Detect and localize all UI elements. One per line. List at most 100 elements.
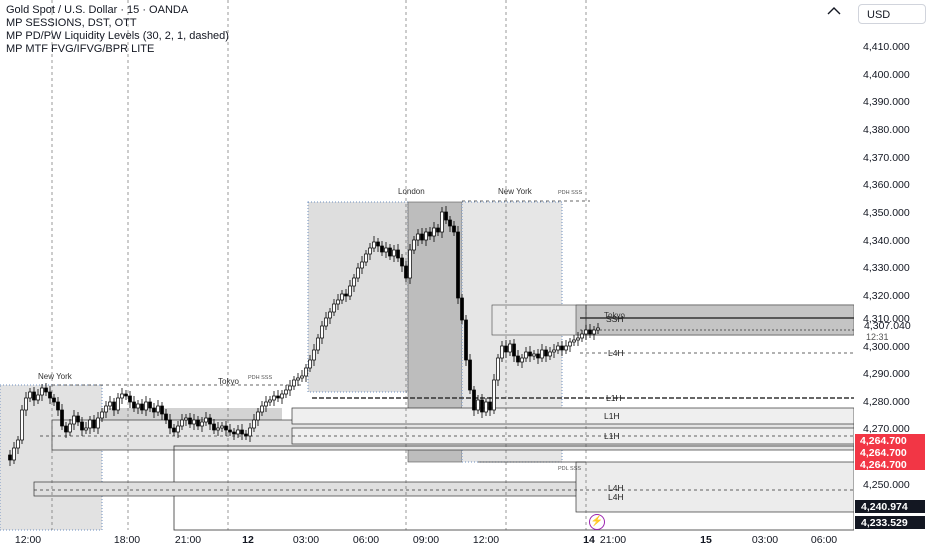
indicator-liquidity-levels[interactable]: MP PD/PW Liquidity Levels (30, 2, 1, das… [6, 30, 229, 42]
candle-body [452, 225, 456, 233]
candle-body [432, 227, 436, 237]
candle-body [372, 241, 376, 249]
candle-body [48, 391, 52, 399]
price-axis[interactable]: 4,410.000 4,400.000 4,390.000 4,380.000 4,37… [854, 0, 932, 550]
time-tick: 21:00 [175, 534, 201, 546]
candle-body [584, 329, 588, 335]
candle-body [24, 397, 28, 411]
price-tick: 4,400.000 [863, 69, 910, 81]
candle-body [188, 417, 192, 425]
candle-body [76, 415, 80, 423]
candle-body [508, 343, 512, 353]
candle-body [196, 419, 200, 427]
price-tick: 4,340.000 [863, 235, 910, 247]
price-tick: 4,250.000 [863, 479, 910, 491]
candle-body [232, 431, 236, 435]
candle-body [224, 425, 228, 431]
time-tick: 09:00 [413, 534, 439, 546]
candle-body [436, 227, 440, 233]
candle-body [260, 405, 264, 413]
candle-body [52, 397, 56, 403]
chevron-up-icon[interactable] [826, 6, 842, 16]
candle-body [328, 311, 332, 319]
fvg-label-l4h-b1: L4H [608, 483, 624, 493]
candle-body [420, 233, 424, 241]
time-tick: 06:00 [811, 534, 837, 546]
fvg-box-2 [291, 407, 855, 425]
candle-body [388, 247, 392, 257]
candle-body [444, 211, 448, 221]
candle-body [592, 329, 596, 335]
candle-body [580, 333, 584, 339]
candle-body [180, 419, 184, 427]
candle-body [364, 253, 368, 263]
indicator-fvg[interactable]: MP MTF FVG/IFVG/BPR LITE [6, 43, 155, 55]
time-tick: 21:00 [600, 534, 626, 546]
candle-body [344, 293, 348, 297]
candle-body [312, 349, 316, 361]
candle-body [116, 397, 120, 411]
current-price-value: 4,307.040 [864, 320, 911, 332]
candle-body [560, 345, 564, 351]
candle-body [280, 393, 284, 399]
time-tick: 12:00 [473, 534, 499, 546]
candle-body [212, 423, 216, 431]
currency-button[interactable]: USD [858, 4, 926, 24]
price-tick: 4,270.000 [863, 423, 910, 435]
candle-body [304, 367, 308, 377]
time-tick: 14 [583, 534, 595, 546]
candle-body [380, 245, 384, 253]
candle-body [60, 409, 64, 427]
candle-body [396, 249, 400, 259]
candle-body [244, 433, 248, 437]
black-price-labels: 4,240.974 4,233.529 [855, 500, 925, 529]
lightning-icon[interactable]: ⚡ [589, 514, 605, 530]
price-tick: 4,410.000 [863, 41, 910, 53]
candle-body [252, 419, 256, 429]
candle-body [152, 407, 156, 413]
candle-body [12, 447, 16, 461]
candle-body [84, 427, 88, 431]
liquidity-lines [34, 200, 854, 491]
candle-body [572, 339, 576, 343]
candle-body [504, 345, 508, 353]
candle-body [376, 241, 380, 247]
candle-body [248, 427, 252, 437]
fvg-label-l1h-1: L1H [606, 393, 622, 403]
red-price-label-1: 4,264.700 [860, 435, 907, 447]
candle-body [124, 393, 128, 397]
indicator-sessions[interactable]: MP SESSIONS, DST, OTT [6, 17, 137, 29]
session-label-london: London [398, 187, 425, 196]
candle-body [144, 401, 148, 411]
candle-body [532, 353, 536, 357]
candle-body [128, 395, 132, 403]
candle-body [92, 419, 96, 429]
candle-body [64, 425, 68, 433]
current-price-label: 4,307.040 12:31 [864, 320, 911, 342]
red-price-labels: 4,264.700 4,264.700 4,264.700 [855, 434, 925, 471]
price-tick: 4,310.000 [863, 313, 910, 325]
candle-body [500, 345, 504, 359]
candle-body [168, 419, 172, 429]
range-box-right-dark [575, 304, 855, 336]
price-candles [8, 206, 600, 466]
candle-body [112, 401, 116, 411]
red-price-label-2: 4,264.700 [860, 447, 907, 459]
symbol-title[interactable]: Gold Spot / U.S. Dollar · 15 · OANDA [6, 4, 189, 16]
candle-body [460, 297, 464, 321]
session-label-tokyo: Tokyo [218, 377, 239, 386]
candle-body [412, 239, 416, 251]
fvg-label-l4h-b2: L4H [608, 492, 624, 502]
candle-body [56, 401, 60, 411]
candle-body [156, 405, 160, 413]
candle-body [220, 425, 224, 429]
candle-body [440, 211, 444, 233]
candle-body [528, 351, 532, 357]
candle-body [136, 403, 140, 409]
candle-body [428, 231, 432, 237]
candle-body [540, 349, 544, 359]
candle-body [512, 343, 516, 357]
candle-body [516, 355, 520, 363]
time-axis[interactable]: 12:00 18:00 21:00 12 03:00 06:00 09:00 12:00 14 2… [0, 531, 854, 550]
